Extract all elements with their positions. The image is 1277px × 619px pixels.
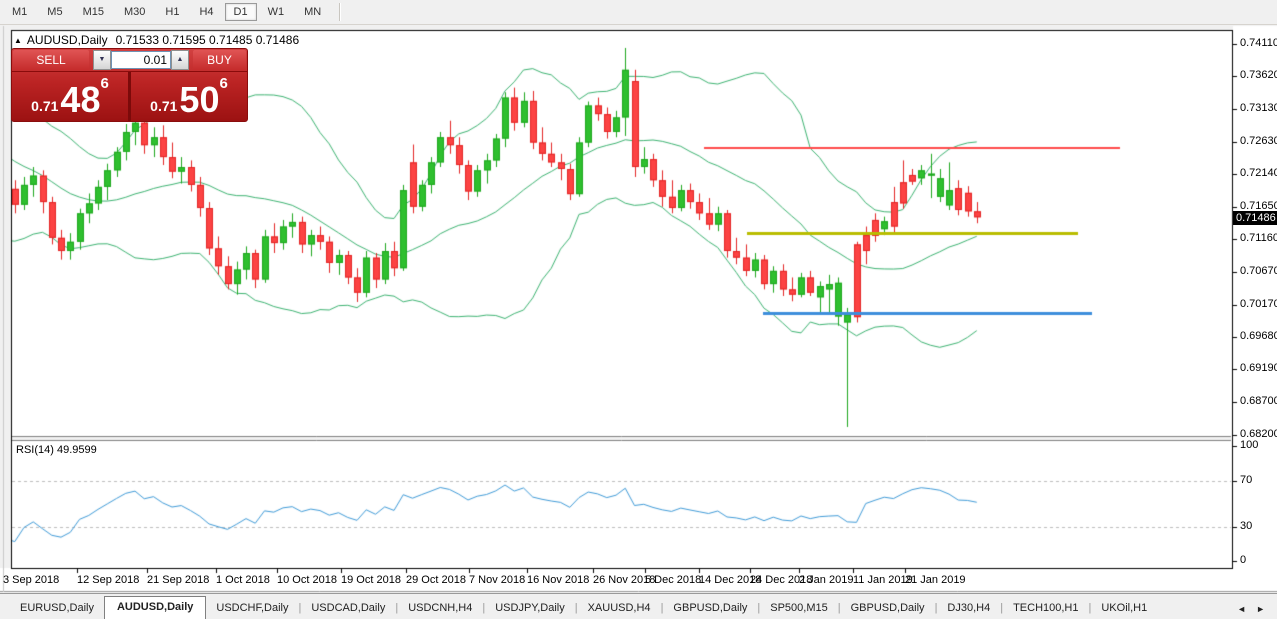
price-axis-label: 0.69190 (1240, 362, 1277, 374)
buy-price-tile[interactable]: 0.71 50 6 (131, 72, 247, 121)
buy-button[interactable]: BUY (193, 50, 246, 70)
date-axis-label: 19 Oct 2018 (341, 574, 401, 586)
tab-separator: | (1088, 602, 1092, 614)
tab-separator: | (757, 602, 761, 614)
trade-panel-prices: 0.71 48 6 0.71 50 6 (12, 72, 247, 121)
tab-dj30-10[interactable]: DJ30,H4 (947, 602, 991, 614)
tab-scroll-left-icon[interactable]: ◄ (1237, 604, 1247, 614)
tab-usdcad-3[interactable]: USDCAD,Daily (311, 602, 386, 614)
tab-separator: | (934, 602, 938, 614)
price-axis-label: 0.68700 (1240, 395, 1277, 407)
tab-audusd-1[interactable]: AUDUSD,Daily (103, 596, 207, 619)
date-axis-label: 12 Sep 2018 (77, 574, 140, 586)
date-axis-label: 11 Jan 2019 (853, 574, 913, 586)
tab-scroll-right-icon[interactable]: ► (1256, 604, 1265, 614)
rsi-axis-label: 30 (1240, 520, 1253, 532)
buy-price-big: 50 (179, 79, 220, 120)
tab-separator: | (660, 602, 664, 614)
timeframe-button-h1[interactable]: H1 (165, 6, 180, 18)
collapse-arrow-icon[interactable]: ▲ (14, 35, 22, 45)
tab-gbpusd-7[interactable]: GBPUSD,Daily (673, 602, 748, 614)
price-axis-label: 0.72630 (1240, 135, 1277, 147)
price-axis-label: 0.74110 (1240, 37, 1277, 49)
tab-ukoil-12[interactable]: UKOil,H1 (1101, 602, 1148, 614)
tab-scroll-controls: ◄ ► (1237, 604, 1277, 619)
tab-separator: | (395, 602, 399, 614)
current-price-badge: 0.71486 (1233, 211, 1277, 225)
date-axis-label: 21 Sep 2018 (147, 574, 210, 586)
date-axis-label: 26 Nov 2018 (593, 574, 656, 586)
timeframe-button-m1[interactable]: M1 (12, 6, 28, 18)
date-axis-label: 5 Dec 2018 (645, 574, 702, 586)
date-axis-label: 1 Oct 2018 (216, 574, 270, 586)
price-axis-label: 0.68200 (1240, 428, 1277, 440)
sell-button[interactable]: SELL (13, 50, 89, 70)
timeframe-button-w1[interactable]: W1 (267, 6, 285, 18)
tab-tech100-11[interactable]: TECH100,H1 (1013, 602, 1079, 614)
tab-usdchf-2[interactable]: USDCHF,Daily (216, 602, 289, 614)
tab-separator: | (482, 602, 486, 614)
tab-usdcnh-4[interactable]: USDCNH,H4 (408, 602, 473, 614)
timeframe-button-m5[interactable]: M5 (47, 6, 63, 18)
price-tile-divider (128, 72, 131, 121)
lot-size-input[interactable] (111, 51, 171, 69)
sell-price-big: 48 (60, 79, 101, 120)
price-axis-label: 0.73130 (1240, 102, 1277, 114)
date-axis-label: 16 Nov 2018 (527, 574, 590, 586)
date-axis-label: 24 Dec 2018 (750, 574, 813, 586)
chevron-down-icon: ▼ (98, 56, 106, 63)
tab-sp500-8[interactable]: SP500,M15 (770, 602, 828, 614)
rsi-axis-label: 100 (1240, 439, 1259, 451)
tab-gbpusd-9[interactable]: GBPUSD,Daily (850, 602, 925, 614)
buy-price-pips: 6 (219, 75, 228, 92)
tab-separator: | (574, 602, 578, 614)
sell-price-pips: 6 (100, 75, 109, 92)
chart-tab-bar: EURUSD,Daily AUDUSD,Daily USDCHF,Daily | USD… (0, 593, 1277, 619)
date-axis-label: 10 Oct 2018 (277, 574, 337, 586)
lot-increase-button[interactable]: ▲ (171, 50, 189, 70)
price-axis-label: 0.70170 (1240, 298, 1277, 310)
date-axis-label: 2 Jan 2019 (799, 574, 854, 586)
tab-separator: | (298, 602, 302, 614)
price-axis-label: 0.71650 (1240, 200, 1277, 212)
price-axis-label: 0.69680 (1240, 330, 1277, 342)
toolbar-separator (339, 3, 342, 21)
date-axis-label: 14 Dec 2018 (699, 574, 762, 586)
timeframe-button-d1[interactable]: D1 (224, 3, 257, 21)
chart-title: ▲ AUDUSD,Daily 0.71533 0.71595 0.71485 0… (14, 33, 299, 47)
date-axis-label: 3 Sep 2018 (3, 574, 60, 586)
rsi-axis-label: 0 (1240, 554, 1247, 566)
one-click-trade-panel: SELL ▼ ▲ BUY 0.71 48 6 0.71 50 6 (11, 48, 248, 122)
ohlc-values: 0.71533 0.71595 0.71485 0.71486 (115, 33, 300, 47)
price-axis-label: 0.72140 (1240, 167, 1277, 179)
rsi-axis-label: 70 (1240, 474, 1253, 486)
timeframe-button-mn[interactable]: MN (304, 6, 322, 18)
tab-separator: | (1000, 602, 1004, 614)
timeframe-button-m15[interactable]: M15 (82, 6, 104, 18)
timeframe-button-m30[interactable]: M30 (123, 6, 146, 18)
buy-price-prefix: 0.71 (150, 98, 178, 114)
timeframe-toolbar: M1 M5 M15 M30 H1 H4 D1 W1 MN (0, 0, 1277, 25)
sell-price-tile[interactable]: 0.71 48 6 (12, 72, 128, 121)
date-axis-label: 21 Jan 2019 (905, 574, 966, 586)
price-axis-label: 0.73620 (1240, 69, 1277, 81)
rsi-indicator-label: RSI(14) 49.9599 (16, 444, 97, 456)
chevron-up-icon: ▲ (176, 56, 184, 63)
date-axis-label: 7 Nov 2018 (469, 574, 526, 586)
timeframe-button-h4[interactable]: H4 (199, 6, 214, 18)
symbol-period-label: AUDUSD,Daily (26, 33, 108, 47)
tab-xauusd-6[interactable]: XAUUSD,H4 (587, 602, 651, 614)
tab-eurusd-0[interactable]: EURUSD,Daily (20, 602, 94, 614)
sell-price-prefix: 0.71 (31, 98, 59, 114)
price-axis-label: 0.71160 (1240, 232, 1277, 244)
tab-usdjpy-5[interactable]: USDJPY,Daily (495, 602, 565, 614)
price-axis-label: 0.70670 (1240, 265, 1277, 277)
date-axis-label: 29 Oct 2018 (406, 574, 466, 586)
lot-decrease-button[interactable]: ▼ (93, 50, 111, 70)
trade-panel-controls: SELL ▼ ▲ BUY (12, 49, 247, 72)
tab-separator: | (837, 602, 841, 614)
